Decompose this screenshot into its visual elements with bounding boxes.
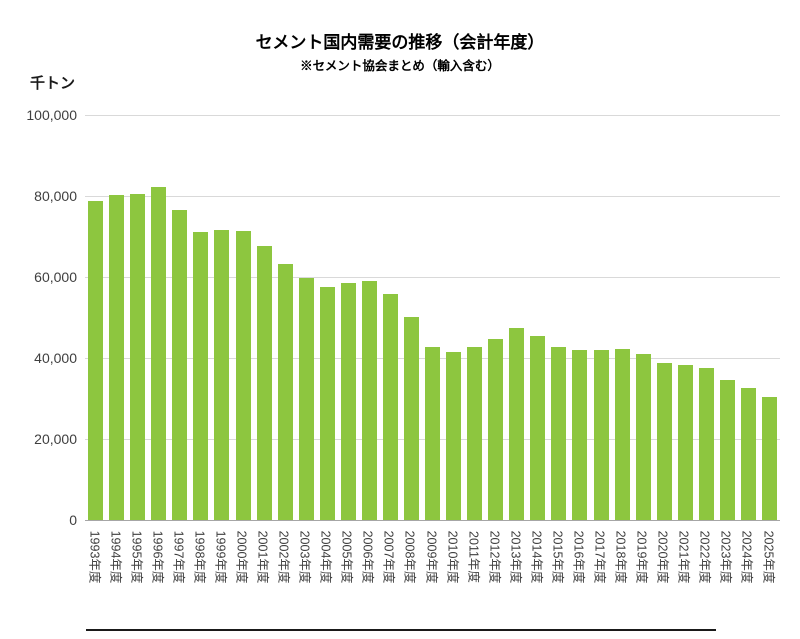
bar-2022年度 (698, 368, 714, 520)
bar-2008年度 (403, 317, 419, 520)
y-axis-tick-label: 60,000 (34, 268, 77, 285)
bar-2017年度 (593, 349, 609, 520)
bar-1993年度 (88, 200, 103, 520)
bar-2024年度 (740, 388, 756, 520)
bar-1994年度 (109, 194, 125, 520)
gridline (85, 196, 780, 197)
y-axis-tick-label: 20,000 (34, 430, 77, 447)
x-axis-label: 1998年度 (192, 530, 207, 584)
x-axis-label: 2013年度 (508, 530, 523, 584)
bar-2010年度 (446, 351, 462, 520)
x-axis-label: 2002年度 (276, 530, 291, 584)
x-axis-label: 2025年度 (761, 530, 775, 584)
x-axis-label: 2003年度 (297, 530, 312, 584)
bar-2025年度 (762, 396, 777, 520)
bar-1999年度 (214, 230, 230, 520)
x-axis-label: 2015年度 (550, 530, 565, 584)
bar-1998年度 (193, 232, 209, 520)
y-axis-unit-label: 千トン (30, 75, 76, 92)
bar-1995年度 (130, 193, 146, 520)
x-axis-label: 1994年度 (108, 530, 123, 584)
x-axis-label: 2011年度 (466, 531, 481, 583)
x-axis-labels: 1993年度 1994年度 1995年度 1996年度 1997年度 1998年度 1999… (85, 521, 780, 606)
bar-2019年度 (635, 354, 651, 520)
bar-2005年度 (340, 282, 356, 520)
bottom-divider-line (86, 629, 716, 631)
bar-2000年度 (235, 230, 251, 520)
x-axis-label: 1996年度 (150, 530, 165, 584)
bar-2002年度 (277, 263, 293, 520)
chart-subtitle: ※セメント協会まとめ（輸入含む） (300, 59, 500, 73)
x-axis-label: 2014年度 (529, 530, 544, 584)
y-axis-tick-label: 40,000 (34, 349, 77, 366)
bar-1996年度 (151, 186, 167, 520)
x-axis-label: 2012年度 (487, 530, 502, 584)
plot-area (85, 115, 780, 521)
bar-2001年度 (256, 246, 272, 520)
bar-2021年度 (677, 365, 693, 520)
bar-2016年度 (572, 350, 588, 520)
bar-2009年度 (425, 347, 440, 520)
bar-2023年度 (719, 380, 735, 520)
x-axis-label: 2001年度 (255, 530, 270, 584)
chart-title: セメント国内需要の推移（会計年度） (255, 33, 545, 52)
x-axis-label: 2023年度 (718, 530, 733, 584)
x-axis-label: 2022年度 (697, 530, 712, 584)
bar-2014年度 (530, 335, 546, 520)
x-axis-label: 2024年度 (739, 530, 754, 584)
x-axis-label: 2017年度 (592, 530, 607, 584)
x-axis-label: 2019年度 (634, 530, 649, 584)
bar-2004年度 (319, 287, 335, 520)
bar-2012年度 (488, 339, 504, 520)
bar-2007年度 (382, 294, 398, 520)
x-axis-label: 2008年度 (402, 530, 417, 584)
bar-2013年度 (509, 327, 525, 520)
gridline (85, 115, 780, 116)
x-axis-label: 1993年度 (87, 530, 101, 584)
bar-2020年度 (656, 363, 672, 520)
x-axis-label: 2020年度 (655, 530, 670, 584)
x-axis-label: 2021年度 (676, 530, 691, 584)
x-axis-label: 1999年度 (213, 530, 228, 584)
bar-2006年度 (361, 281, 377, 520)
bar-2003年度 (298, 277, 314, 520)
x-axis-label: 2006年度 (360, 530, 375, 584)
x-axis-label: 2000年度 (234, 530, 249, 584)
x-axis-label: 2005年度 (339, 530, 354, 584)
x-axis-label: 2018年度 (613, 530, 628, 584)
x-axis-label: 2004年度 (318, 530, 333, 584)
bar-2011年度 (467, 347, 483, 520)
x-axis-label: 1997年度 (171, 530, 186, 584)
x-axis-label: 2010年度 (445, 530, 460, 584)
x-axis-label: 2009年度 (424, 530, 438, 584)
x-axis-label: 2016年度 (571, 530, 586, 584)
y-axis-tick-label: 80,000 (34, 187, 77, 204)
bar-2015年度 (551, 347, 567, 520)
x-axis-label: 1995年度 (129, 530, 144, 584)
bar-1997年度 (172, 210, 188, 520)
x-axis-label: 2007年度 (381, 530, 396, 584)
y-axis-tick-label: 0 (69, 511, 77, 528)
y-axis-tick-labels: 0 20,000 40,000 60,000 80,000 100,000 (0, 107, 77, 528)
y-axis-tick-label: 100,000 (26, 106, 77, 123)
gridline (85, 277, 780, 278)
x-axis-line (85, 520, 780, 521)
bar-2018年度 (614, 348, 630, 520)
